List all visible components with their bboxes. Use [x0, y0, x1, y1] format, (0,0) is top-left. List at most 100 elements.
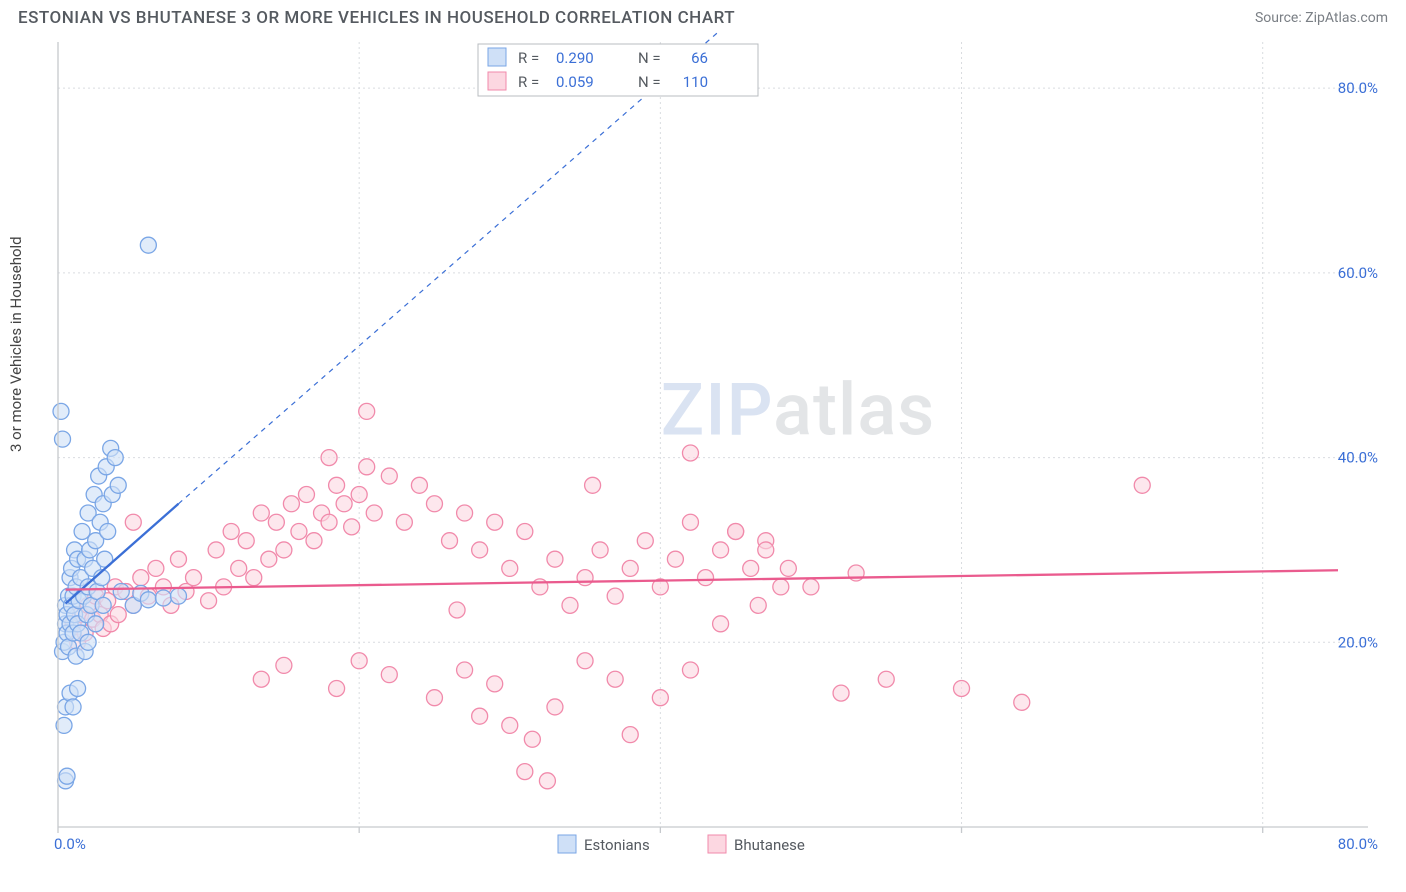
legend-n-value: 110: [683, 73, 708, 91]
data-point: [186, 570, 202, 586]
legend-swatch: [708, 835, 726, 853]
data-point: [133, 570, 149, 586]
data-point: [517, 523, 533, 539]
data-point: [457, 662, 473, 678]
data-point: [276, 657, 292, 673]
data-point: [637, 533, 653, 549]
data-point: [100, 523, 116, 539]
data-point: [426, 496, 442, 512]
data-point: [607, 588, 623, 604]
data-point: [238, 533, 254, 549]
data-point: [201, 593, 217, 609]
data-point: [502, 717, 518, 733]
data-point: [113, 584, 129, 600]
data-point: [223, 523, 239, 539]
correlation-scatter-chart: ZIPatlas20.0%40.0%60.0%80.0%0.0%80.0%R =…: [18, 32, 1388, 872]
data-point: [306, 533, 322, 549]
data-point: [291, 523, 307, 539]
data-point: [562, 597, 578, 613]
data-point: [170, 588, 186, 604]
data-point: [351, 653, 367, 669]
legend-r-label: R =: [518, 73, 539, 91]
x-tick-label: 0.0%: [54, 835, 86, 853]
data-point: [276, 542, 292, 558]
data-point: [80, 634, 96, 650]
data-point: [667, 551, 683, 567]
data-point: [329, 477, 345, 493]
data-point: [140, 592, 156, 608]
data-point: [283, 496, 299, 512]
data-point: [622, 727, 638, 743]
legend-r-label: R =: [518, 49, 539, 67]
data-point: [833, 685, 849, 701]
data-point: [88, 616, 104, 632]
data-point: [396, 514, 412, 530]
legend-swatch: [488, 48, 506, 66]
data-point: [381, 667, 397, 683]
data-point: [53, 403, 69, 419]
data-point: [329, 680, 345, 696]
data-point: [70, 680, 86, 696]
data-point: [148, 560, 164, 576]
source-attribution: Source: ZipAtlas.com: [1255, 10, 1388, 26]
data-point: [698, 570, 714, 586]
data-point: [577, 570, 593, 586]
data-point: [208, 542, 224, 558]
data-point: [321, 514, 337, 530]
y-tick-label: 40.0%: [1338, 449, 1378, 467]
data-point: [547, 551, 563, 567]
data-point: [253, 505, 269, 521]
data-point: [743, 560, 759, 576]
y-tick-label: 60.0%: [1338, 264, 1378, 282]
data-point: [381, 468, 397, 484]
legend-n-label: N =: [638, 73, 661, 91]
data-point: [502, 560, 518, 576]
data-point: [74, 523, 90, 539]
data-point: [487, 514, 503, 530]
data-point: [140, 237, 156, 253]
data-point: [750, 597, 766, 613]
chart-title: ESTONIAN VS BHUTANESE 3 OR MORE VEHICLES…: [18, 8, 735, 28]
data-point: [758, 542, 774, 558]
data-point: [246, 570, 262, 586]
data-point: [268, 514, 284, 530]
data-point: [682, 445, 698, 461]
data-point: [547, 699, 563, 715]
data-point: [1134, 477, 1150, 493]
legend-series-name: Estonians: [584, 836, 650, 854]
y-axis-label: 3 or more Vehicles in Household: [7, 236, 25, 452]
data-point: [107, 450, 123, 466]
data-point: [713, 616, 729, 632]
data-point: [110, 477, 126, 493]
watermark: ZIPatlas: [661, 368, 935, 453]
data-point: [321, 450, 337, 466]
data-point: [472, 708, 488, 724]
data-point: [359, 459, 375, 475]
data-point: [65, 699, 81, 715]
data-point: [592, 542, 608, 558]
data-point: [728, 523, 744, 539]
data-point: [487, 676, 503, 692]
legend-n-value: 66: [691, 49, 708, 67]
data-point: [344, 519, 360, 535]
legend-r-value: 0.290: [556, 49, 594, 67]
y-tick-label: 20.0%: [1338, 633, 1378, 651]
data-point: [682, 514, 698, 530]
data-point: [954, 680, 970, 696]
data-point: [155, 590, 171, 606]
data-point: [682, 662, 698, 678]
data-point: [231, 560, 247, 576]
data-point: [780, 560, 796, 576]
data-point: [336, 496, 352, 512]
data-point: [170, 551, 186, 567]
legend-swatch: [488, 72, 506, 90]
legend-n-label: N =: [638, 49, 661, 67]
data-point: [524, 731, 540, 747]
legend-r-value: 0.059: [556, 73, 594, 91]
data-point: [95, 597, 111, 613]
data-point: [517, 764, 533, 780]
legend-series-name: Bhutanese: [734, 836, 805, 854]
data-point: [622, 560, 638, 576]
data-point: [713, 542, 729, 558]
data-point: [351, 487, 367, 503]
